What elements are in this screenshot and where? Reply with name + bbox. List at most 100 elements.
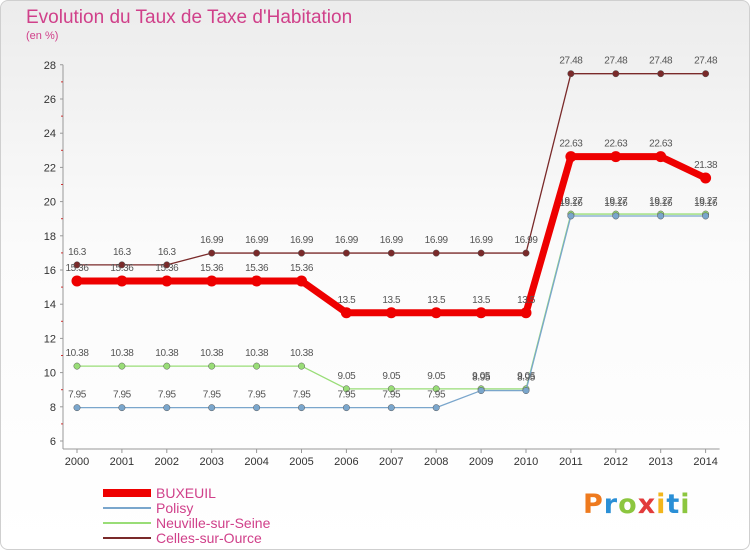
data-point-buxeuil <box>655 151 667 163</box>
data-label-celles-sur-ource: 27.48 <box>649 56 673 67</box>
data-label-neuville-sur-seine: 9.05 <box>337 371 356 382</box>
data-point-polisy <box>342 404 350 412</box>
data-label-polisy: 7.95 <box>293 390 312 401</box>
data-point-buxeuil <box>251 275 263 287</box>
data-point-buxeuil <box>206 275 218 287</box>
data-label-neuville-sur-seine: 10.38 <box>65 348 89 359</box>
data-label-celles-sur-ource: 16.99 <box>200 235 224 246</box>
data-label-celles-sur-ource: 16.99 <box>470 235 494 246</box>
data-label-neuville-sur-seine: 19.27 <box>559 196 583 207</box>
data-label-neuville-sur-seine: 9.05 <box>382 371 401 382</box>
x-tick-label: 2012 <box>604 456 628 468</box>
data-label-buxeuil: 15.36 <box>110 263 134 274</box>
legend-item: Celles-sur-Ource <box>103 530 323 546</box>
data-point-buxeuil <box>296 275 307 287</box>
data-label-buxeuil: 13.5 <box>517 295 536 306</box>
data-label-buxeuil: 13.5 <box>472 295 491 306</box>
data-point-neuville-sur-seine <box>253 362 261 370</box>
chart-title: Evolution du Taux de Taxe d'Habitation <box>26 7 353 28</box>
data-point-polisy <box>477 387 485 395</box>
data-label-polisy: 7.95 <box>158 390 177 401</box>
data-label-polisy: 7.95 <box>427 390 446 401</box>
data-label-polisy: 19.16 <box>604 198 628 209</box>
data-label-neuville-sur-seine: 10.38 <box>290 348 314 359</box>
data-label-neuville-sur-seine: 19.27 <box>694 196 718 207</box>
data-label-buxeuil: 15.36 <box>65 263 89 274</box>
data-point-polisy <box>253 404 261 412</box>
x-tick-label: 2014 <box>693 456 717 468</box>
data-label-neuville-sur-seine: 10.38 <box>155 348 179 359</box>
logo-letter: r <box>603 489 619 520</box>
data-label-neuville-sur-seine: 9.05 <box>517 371 536 382</box>
data-point-neuville-sur-seine <box>163 362 171 370</box>
data-label-neuville-sur-seine: 10.38 <box>245 348 269 359</box>
x-tick-label: 2004 <box>244 456 268 468</box>
data-point-buxeuil <box>385 307 397 319</box>
data-point-buxeuil <box>700 172 712 184</box>
legend-label: BUXEUIL <box>156 485 216 501</box>
data-point-buxeuil <box>161 275 173 287</box>
logo-letter: i <box>680 489 691 520</box>
data-label-polisy: 8.95 <box>517 373 536 384</box>
data-point-polisy <box>432 404 440 412</box>
data-label-buxeuil: 15.36 <box>200 263 224 274</box>
data-point-neuville-sur-seine <box>208 362 216 370</box>
data-label-buxeuil: 13.5 <box>337 295 356 306</box>
data-label-celles-sur-ource: 16.99 <box>335 235 359 246</box>
legend-swatch <box>103 507 151 509</box>
data-point-celles-sur-ource <box>253 249 261 257</box>
data-label-neuville-sur-seine: 9.05 <box>472 371 491 382</box>
data-label-buxeuil: 22.63 <box>649 139 673 150</box>
data-point-celles-sur-ource <box>657 70 665 78</box>
data-point-polisy <box>298 404 305 412</box>
data-point-neuville-sur-seine <box>342 385 350 393</box>
data-point-celles-sur-ource <box>522 249 530 257</box>
legend-label: Neuville-sur-Seine <box>156 515 271 531</box>
legend-label: Polisy <box>156 500 194 516</box>
data-point-buxeuil <box>340 307 352 319</box>
data-point-celles-sur-ource <box>477 249 485 257</box>
legend-swatch <box>103 522 151 524</box>
data-point-neuville-sur-seine <box>432 385 440 393</box>
y-tick-label: 12 <box>44 333 56 345</box>
data-label-buxeuil: 15.36 <box>290 263 314 274</box>
data-label-neuville-sur-seine: 19.27 <box>649 196 673 207</box>
data-point-polisy <box>73 404 81 412</box>
data-label-polisy: 7.95 <box>68 390 87 401</box>
data-label-polisy: 7.95 <box>203 390 222 401</box>
data-point-celles-sur-ource <box>432 249 440 257</box>
data-label-buxeuil: 22.63 <box>559 139 583 150</box>
data-label-polisy: 7.95 <box>337 390 356 401</box>
data-point-polisy <box>118 404 126 412</box>
data-label-celles-sur-ource: 27.48 <box>559 56 583 67</box>
legend-swatch <box>103 489 151 497</box>
data-label-polisy: 8.95 <box>472 373 491 384</box>
data-point-celles-sur-ource <box>387 249 395 257</box>
x-tick-label: 2010 <box>514 456 538 468</box>
data-point-polisy <box>657 212 665 220</box>
y-tick-label: 10 <box>44 368 56 380</box>
y-tick-label: 6 <box>50 436 56 448</box>
data-point-celles-sur-ource <box>208 249 216 257</box>
data-label-celles-sur-ource: 27.48 <box>694 56 718 67</box>
logo-letter: i <box>656 489 667 520</box>
data-point-polisy <box>163 404 171 412</box>
proxiti-logo: Proxiti <box>583 489 691 520</box>
logo-letter: P <box>583 489 604 520</box>
data-label-buxeuil: 13.5 <box>382 295 401 306</box>
data-point-buxeuil <box>610 151 622 163</box>
logo-letter: o <box>618 489 638 520</box>
data-label-celles-sur-ource: 16.3 <box>158 247 177 258</box>
x-tick-label: 2008 <box>424 456 448 468</box>
unit-label: (en %) <box>26 30 59 42</box>
y-tick-label: 24 <box>44 128 56 140</box>
x-tick-label: 2011 <box>559 456 583 468</box>
data-label-neuville-sur-seine: 10.38 <box>200 348 224 359</box>
y-tick-label: 14 <box>44 299 56 311</box>
data-point-polisy <box>612 212 620 220</box>
x-tick-label: 2005 <box>289 456 313 468</box>
data-point-polisy <box>522 387 530 395</box>
data-label-polisy: 19.16 <box>694 198 718 209</box>
